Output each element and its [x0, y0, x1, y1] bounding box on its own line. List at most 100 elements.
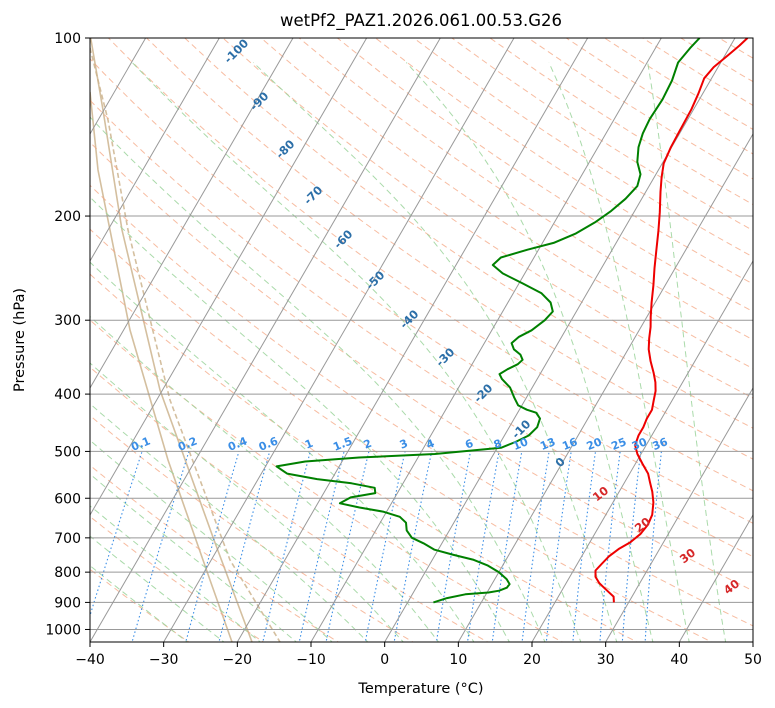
isotherm-line — [605, 386, 753, 642]
upper-reference-label: -70 — [301, 183, 326, 208]
dry-adiabat-label: 30 — [677, 545, 698, 566]
dry-adiabat-line — [642, 38, 753, 106]
isotherm-line — [163, 38, 515, 642]
isotherm-line — [531, 259, 753, 642]
upper-reference-label: -30 — [433, 345, 458, 370]
isotherm-line — [310, 38, 662, 642]
upper-reference-label: -40 — [397, 307, 422, 332]
dry-adiabat-line — [90, 58, 753, 524]
mixing-ratio-label: 0.4 — [226, 434, 249, 453]
upper-reference-label: -20 — [471, 381, 496, 406]
x-tick-label: 40 — [670, 652, 688, 668]
dewpoint-profile-line — [275, 38, 701, 604]
mixing-ratio-label: 8 — [492, 437, 504, 452]
curved-reference-line — [90, 38, 253, 642]
isotherm-line — [236, 38, 589, 642]
plot-frame — [89, 37, 754, 643]
mixing-ratio-line — [572, 451, 597, 642]
isotherms — [0, 38, 753, 642]
mixing-ratio-line — [599, 451, 621, 642]
mixing-ratio-line — [298, 451, 345, 642]
mixing-ratio-label: 16 — [560, 435, 579, 453]
x-tick-label: −10 — [296, 652, 326, 668]
isotherm-line — [90, 38, 441, 642]
isotherm-line — [90, 38, 368, 516]
x-tick-label: −30 — [149, 652, 179, 668]
mixing-ratio-line — [185, 451, 240, 642]
dry-adiabat-line — [90, 464, 340, 642]
mixing-ratio-label: 30 — [630, 435, 649, 453]
isotherm-line — [678, 513, 753, 642]
x-tick-label: 20 — [523, 652, 541, 668]
temperature-profile-line — [594, 38, 749, 603]
dry-adiabat-line — [90, 141, 753, 592]
isotherm-line — [90, 38, 294, 389]
mixing-ratio-line — [364, 451, 406, 642]
dry-adiabat-line — [90, 99, 753, 558]
y-tick-label: 200 — [54, 209, 81, 225]
y-axis-label: Pressure (hPa) — [12, 288, 28, 392]
pressure-gridlines — [90, 38, 753, 630]
x-tick-label: −20 — [223, 652, 253, 668]
moist-adiabat-line — [90, 196, 510, 642]
y-tick-label: 500 — [54, 444, 81, 460]
isotherm-line — [752, 641, 753, 642]
mixing-ratio-label: 0.6 — [257, 434, 280, 453]
moist-adiabat-line — [90, 439, 333, 642]
y-tick-label: 700 — [54, 531, 81, 547]
plot-area: 0.1 0.2 0.4 0.6 1 1.5 2 3 4 6 8 10 13 16 20 25 30 3610203… — [0, 38, 753, 642]
y-tick-label: 300 — [54, 313, 81, 329]
mixing-ratio-line — [621, 451, 642, 642]
dry-adiabat-line — [90, 366, 489, 642]
mixing-ratio-label: 25 — [609, 435, 628, 453]
moist-adiabat-line — [90, 403, 369, 642]
mixing-ratio-line — [218, 451, 271, 642]
mixing-ratio-label: 13 — [538, 435, 557, 453]
y-tick-label: 800 — [54, 565, 81, 581]
mixing-ratio-line — [393, 451, 433, 642]
moist-adiabat-line — [90, 261, 475, 642]
mixing-ratio-label: 3 — [398, 437, 410, 452]
mixing-ratio-line — [435, 451, 472, 642]
y-tick-label: 400 — [54, 387, 81, 403]
dry-adiabat-line — [146, 38, 753, 460]
curved-reference-lines — [90, 38, 281, 642]
dry-adiabat-label: 10 — [590, 483, 611, 504]
x-axis-ticks: −40 −30 −20 −10 0 10 20 30 40 50 — [75, 642, 762, 668]
mixing-ratio-label: 36 — [651, 435, 670, 453]
x-tick-label: 10 — [449, 652, 467, 668]
dry-adiabat-line — [90, 568, 190, 642]
mixing-ratio-label: 20 — [585, 435, 604, 453]
mixing-ratio-label: 2 — [362, 437, 374, 452]
mixing-ratio-label: 10 — [511, 435, 530, 453]
moist-adiabat-line — [90, 565, 189, 642]
x-tick-label: 0 — [380, 652, 389, 668]
dry-adiabat-label: 40 — [721, 576, 742, 597]
isotherm-line — [90, 38, 220, 262]
x-tick-label: 30 — [597, 652, 615, 668]
dry-adiabat-line — [90, 319, 564, 642]
mixing-ratio-label: 6 — [463, 437, 475, 452]
dry-adiabat-line — [337, 38, 753, 313]
profile-series — [275, 38, 749, 604]
dry-adiabat-line — [527, 38, 753, 180]
mixing-ratio-line — [545, 451, 572, 642]
y-tick-label: 900 — [54, 595, 81, 611]
dry-adiabat-line — [375, 38, 753, 285]
y-tick-label: 600 — [54, 491, 81, 507]
x-tick-label: 50 — [744, 652, 762, 668]
dry-adiabat-line — [298, 38, 753, 341]
curved-reference-line — [90, 91, 233, 642]
y-axis-ticks: 100 200 300 400 500 600 700 800 900 1000 — [45, 31, 90, 638]
moist-adiabat-line — [90, 473, 298, 642]
dry-adiabat-line — [90, 273, 639, 642]
dry-adiabat-line — [184, 38, 753, 429]
mixing-ratio-line — [131, 451, 190, 642]
mixing-ratio-lines — [90, 451, 662, 642]
mixing-ratio-label: 1 — [303, 437, 315, 452]
dry-adiabat-line — [108, 38, 753, 492]
isotherm-line — [0, 38, 72, 642]
dry-adiabat-line — [90, 414, 414, 642]
moist-adiabat-line — [90, 505, 262, 642]
